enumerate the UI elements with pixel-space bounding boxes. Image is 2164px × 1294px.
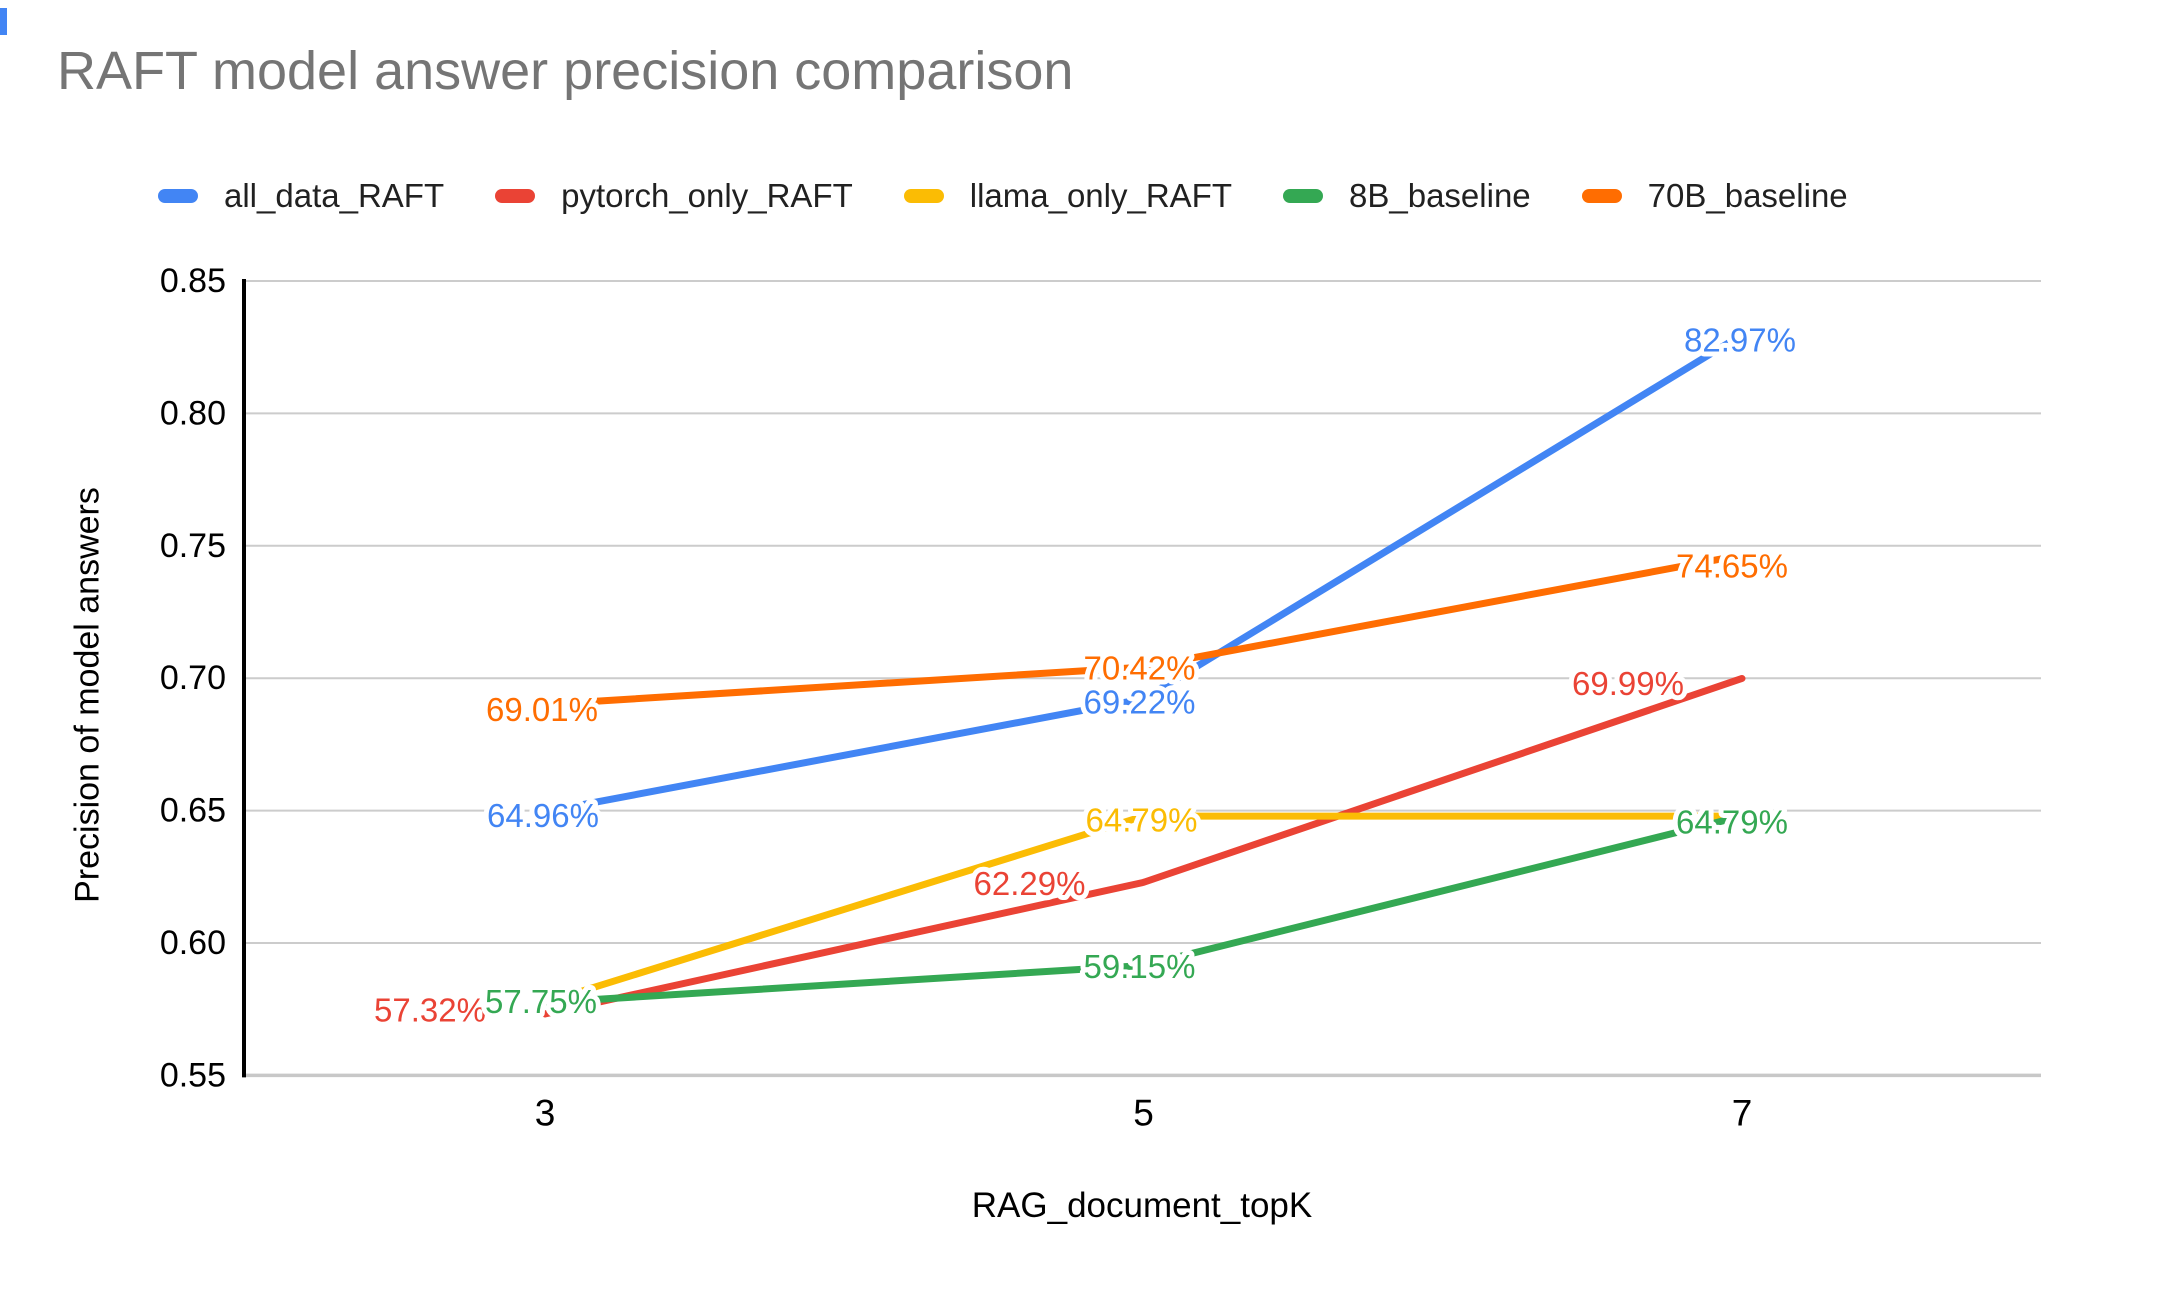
series-line-8B_baseline <box>541 812 1746 1007</box>
y-axis-title: Precision of model answers <box>68 487 107 903</box>
data-label-pytorch_only_RAFT: 57.32% <box>374 991 486 1028</box>
legend-swatch <box>495 189 536 203</box>
series-line-pytorch_only_RAFT <box>541 674 1746 1018</box>
y-tick-label: 0.75 <box>160 527 226 565</box>
legend-swatch <box>158 189 198 203</box>
data-label-8B_baseline: 59.15% <box>1084 948 1196 985</box>
legend-label: 8B_baseline <box>1349 177 1531 214</box>
legend-swatch <box>1581 189 1622 203</box>
x-axis-title: RAG_document_topK <box>971 1186 1313 1225</box>
data-label-70B_baseline: 70.42% <box>1084 650 1196 687</box>
y-tick-label: 0.65 <box>160 792 226 830</box>
data-label-all_data_RAFT: 64.96% <box>487 797 599 834</box>
series-line-all_data_RAFT <box>541 331 1746 816</box>
data-label-8B_baseline: 64.79% <box>1676 804 1788 841</box>
series-line-llama_only_RAFT <box>541 812 1746 1007</box>
data-label-8B_baseline: 57.75% <box>485 983 597 1020</box>
series-line-70B_baseline <box>541 551 1746 708</box>
legend-label: pytorch_only_RAFT <box>561 177 853 214</box>
y-tick-label: 0.55 <box>160 1056 226 1094</box>
data-label-all_data_RAFT: 82.97% <box>1684 321 1796 358</box>
data-label-pytorch_only_RAFT: 69.99% <box>1572 665 1684 702</box>
y-tick-label: 0.85 <box>160 262 226 300</box>
legend-label: all_data_RAFT <box>224 177 445 214</box>
legend-item-llama_only_RAFT: llama_only_RAFT <box>903 177 1232 215</box>
data-label-llama_only_RAFT: 64.79% <box>1086 802 1198 839</box>
chart-title: RAFT model answer precision comparison <box>57 41 1074 101</box>
data-label-all_data_RAFT: 69.22% <box>1084 683 1196 720</box>
legend-item-pytorch_only_RAFT: pytorch_only_RAFT <box>495 177 853 215</box>
x-tick-label: 7 <box>1732 1093 1753 1134</box>
legend-item-all_data_RAFT: all_data_RAFT <box>158 177 444 215</box>
corner-artifact <box>0 8 7 35</box>
legend-swatch <box>903 189 944 203</box>
y-tick-label: 0.70 <box>160 659 226 697</box>
y-tick-label: 0.60 <box>160 924 226 962</box>
x-tick-label: 5 <box>1133 1093 1154 1134</box>
legend-label: 70B_baseline <box>1647 177 1848 214</box>
legend-item-8B_baseline: 8B_baseline <box>1283 177 1531 215</box>
data-label-70B_baseline: 74.65% <box>1676 548 1788 585</box>
y-tick-label: 0.80 <box>160 394 226 432</box>
x-tick-label: 3 <box>535 1093 556 1134</box>
data-label-70B_baseline: 69.01% <box>486 691 598 728</box>
legend: all_data_RAFT pytorch_only_RAFT llama_only… <box>158 176 1848 216</box>
data-label-pytorch_only_RAFT: 62.29% <box>974 865 1086 902</box>
legend-label: llama_only_RAFT <box>969 177 1232 214</box>
legend-swatch <box>1283 189 1323 203</box>
legend-item-70B_baseline: 70B_baseline <box>1581 177 1848 215</box>
